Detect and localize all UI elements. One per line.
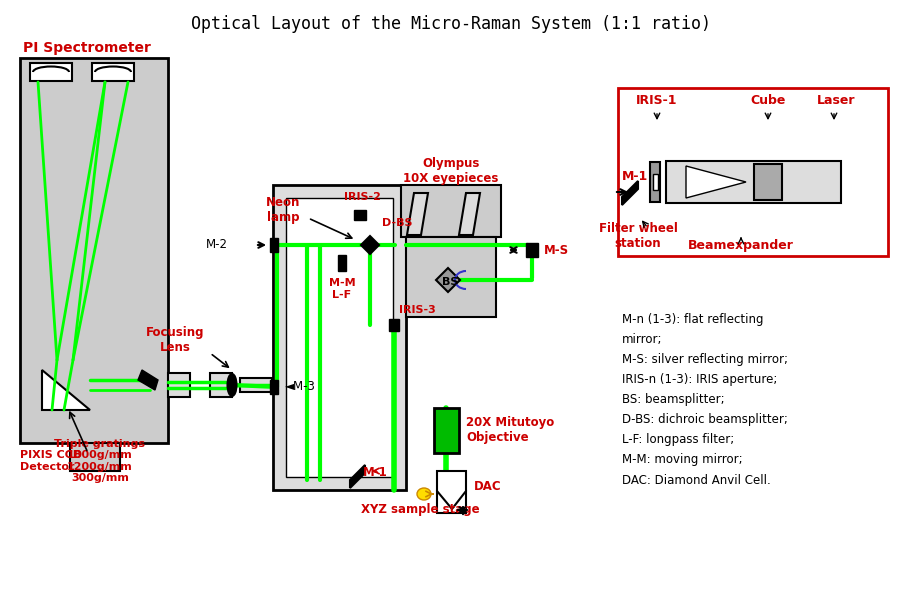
Polygon shape xyxy=(361,236,379,254)
Bar xyxy=(649,162,659,202)
Polygon shape xyxy=(458,193,480,235)
Bar xyxy=(337,255,345,271)
Polygon shape xyxy=(436,268,459,292)
Text: Olympus
10X eyepieces: Olympus 10X eyepieces xyxy=(403,157,498,185)
Text: M-1: M-1 xyxy=(363,467,387,480)
Text: PI Spectrometer: PI Spectrometer xyxy=(23,41,151,55)
Bar xyxy=(617,88,887,256)
Bar xyxy=(526,243,538,257)
Text: Cube: Cube xyxy=(750,94,785,107)
Bar xyxy=(210,373,232,397)
Polygon shape xyxy=(407,193,428,235)
Bar xyxy=(20,58,168,443)
Bar xyxy=(270,380,278,394)
Bar xyxy=(70,443,120,471)
Bar xyxy=(437,491,465,513)
Bar xyxy=(389,319,399,331)
Bar xyxy=(666,161,840,203)
Bar xyxy=(434,408,458,453)
Bar xyxy=(400,185,501,237)
Text: M-1: M-1 xyxy=(621,170,648,184)
Bar xyxy=(270,238,278,252)
Text: IRIS-n (1-3): IRIS aperture;: IRIS-n (1-3): IRIS aperture; xyxy=(621,374,777,386)
Text: mirror;: mirror; xyxy=(621,334,662,346)
Text: M-n (1-3): flat reflecting: M-n (1-3): flat reflecting xyxy=(621,313,763,327)
Text: DAC: DAC xyxy=(474,480,502,492)
Polygon shape xyxy=(621,181,638,205)
Bar xyxy=(406,237,495,317)
Bar xyxy=(753,164,781,200)
Bar xyxy=(92,63,133,81)
Bar xyxy=(286,198,392,477)
Text: ◄M-3: ◄M-3 xyxy=(285,380,316,393)
Text: M-M
L-F: M-M L-F xyxy=(328,278,354,300)
Text: 20X Mitutoyo
Objective: 20X Mitutoyo Objective xyxy=(465,416,554,444)
Text: XYZ sample stage: XYZ sample stage xyxy=(360,504,479,517)
Text: M-S: M-S xyxy=(543,244,568,256)
Text: IRIS-1: IRIS-1 xyxy=(636,94,677,107)
Polygon shape xyxy=(686,166,745,198)
Bar xyxy=(272,185,406,490)
Text: Filter wheel
station: Filter wheel station xyxy=(598,222,676,250)
Polygon shape xyxy=(138,370,158,390)
Bar xyxy=(240,378,272,392)
Text: M-M: moving mirror;: M-M: moving mirror; xyxy=(621,454,741,467)
Text: L-F: longpass filter;: L-F: longpass filter; xyxy=(621,433,733,446)
Bar xyxy=(354,210,365,220)
Bar xyxy=(652,174,658,190)
Text: BS: BS xyxy=(441,277,457,287)
Text: Optical Layout of the Micro-Raman System (1:1 ratio): Optical Layout of the Micro-Raman System… xyxy=(191,15,710,33)
Text: Focusing
Lens: Focusing Lens xyxy=(145,326,204,354)
Text: DAC: Diamond Anvil Cell.: DAC: Diamond Anvil Cell. xyxy=(621,473,770,486)
Text: BS: beamsplitter;: BS: beamsplitter; xyxy=(621,393,723,406)
Bar xyxy=(30,63,72,81)
Text: Laser: Laser xyxy=(815,94,854,107)
Text: Triple gratings
1800g/mm
1200g/mm
300g/mm: Triple gratings 1800g/mm 1200g/mm 300g/m… xyxy=(54,439,145,483)
Polygon shape xyxy=(437,471,465,509)
Polygon shape xyxy=(42,370,90,410)
Bar xyxy=(168,373,189,397)
Polygon shape xyxy=(350,465,364,488)
Text: M-2: M-2 xyxy=(206,238,227,252)
Text: PIXIS CCD
Detector: PIXIS CCD Detector xyxy=(20,450,82,472)
Ellipse shape xyxy=(417,488,430,500)
Text: M-S: silver reflecting mirror;: M-S: silver reflecting mirror; xyxy=(621,353,787,367)
Ellipse shape xyxy=(227,374,236,396)
Text: Beamexpander: Beamexpander xyxy=(687,240,793,253)
Text: IRIS-2: IRIS-2 xyxy=(343,192,380,202)
Text: D-BS: D-BS xyxy=(382,218,412,228)
Text: Neon
lamp: Neon lamp xyxy=(265,196,299,224)
Text: IRIS-3: IRIS-3 xyxy=(399,305,436,315)
Text: D-BS: dichroic beamsplitter;: D-BS: dichroic beamsplitter; xyxy=(621,414,787,427)
